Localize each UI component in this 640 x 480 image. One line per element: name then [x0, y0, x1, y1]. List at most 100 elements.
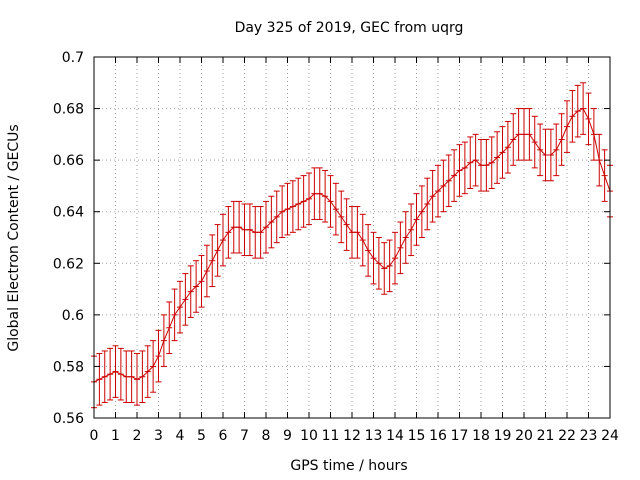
- x-tick-label: 2: [133, 428, 142, 444]
- error-bar-point: [370, 231, 377, 285]
- error-bar-point: [397, 221, 404, 275]
- error-bar-point: [187, 265, 194, 318]
- error-bar-point: [117, 347, 124, 401]
- error-bar-point: [263, 200, 269, 254]
- x-tick-label: 9: [283, 428, 292, 444]
- error-bar-point: [214, 224, 221, 277]
- error-bar-point: [574, 84, 581, 138]
- error-bar-point: [526, 108, 533, 161]
- error-bar-point: [445, 154, 452, 208]
- x-tick-label: 16: [429, 428, 447, 444]
- x-tick-label: 23: [580, 428, 598, 444]
- error-bar-point: [198, 255, 205, 308]
- error-bar-point: [279, 185, 286, 238]
- chart-title: Day 325 of 2019, GEC from uqrg: [235, 20, 464, 36]
- error-bar-point: [241, 203, 248, 257]
- error-bar-point: [182, 273, 189, 326]
- error-bar-point: [322, 169, 329, 223]
- error-bar-point: [349, 206, 355, 259]
- x-axis-title: GPS time / hours: [290, 458, 407, 474]
- error-bar-point: [510, 113, 517, 166]
- error-bar-point: [123, 350, 130, 404]
- y-tick-label: 0.68: [53, 102, 84, 118]
- y-tick-label: 0.62: [53, 256, 84, 272]
- error-bar-point: [483, 139, 490, 192]
- x-tick-label: 19: [494, 428, 512, 444]
- error-bar-point: [246, 203, 253, 257]
- error-bar-point: [209, 234, 216, 287]
- error-bar-point: [295, 177, 302, 231]
- y-tick-labels: 0.56 0.58 0.6 0.62 0.64 0.66 0.68 0.7: [53, 50, 84, 427]
- error-bar-point: [590, 108, 597, 161]
- error-bar-point: [596, 133, 603, 187]
- error-bar-point: [230, 200, 237, 254]
- error-bar-point: [220, 213, 226, 267]
- error-bar-point: [338, 190, 345, 244]
- x-tick-label: 10: [300, 428, 318, 444]
- axis-ticks: [93, 56, 611, 419]
- error-bar-point: [515, 108, 522, 161]
- x-tick-label: 8: [262, 428, 271, 444]
- error-bar-point: [150, 340, 157, 393]
- y-tick-label: 0.56: [53, 411, 84, 427]
- error-bar-point: [166, 301, 173, 355]
- x-tick-label: 17: [451, 428, 469, 444]
- error-bar-point: [289, 180, 296, 233]
- error-bar-point: [558, 113, 565, 166]
- x-tick-label: 6: [219, 428, 228, 444]
- error-bar-point: [375, 237, 382, 290]
- error-bar-point: [494, 131, 501, 184]
- error-bar-point: [107, 347, 114, 401]
- x-tick-label: 15: [408, 428, 426, 444]
- error-bar-point: [300, 175, 307, 228]
- x-tick-label: 12: [343, 428, 361, 444]
- error-bar-point: [553, 123, 560, 177]
- error-bar-point: [392, 231, 398, 285]
- error-bar-point: [424, 177, 431, 231]
- error-bar-point: [585, 92, 592, 146]
- error-bar-point: [547, 128, 554, 182]
- error-bar-point: [225, 206, 232, 259]
- x-tick-label: 18: [472, 428, 490, 444]
- error-bar-point: [311, 167, 318, 220]
- error-bar-point: [177, 280, 183, 334]
- error-bar-point: [316, 167, 323, 220]
- error-bar-point: [134, 353, 140, 406]
- error-bar-point: [139, 350, 146, 404]
- error-bar-point: [418, 185, 425, 238]
- error-bar-point: [354, 206, 361, 259]
- error-bar-point: [413, 193, 420, 246]
- error-bar-point: [203, 244, 210, 298]
- error-bar-point: [112, 345, 119, 398]
- y-axis-title: Global Electron Content / GECUs: [6, 124, 22, 351]
- error-bar-point: [537, 123, 544, 177]
- x-tick-label: 21: [537, 428, 555, 444]
- error-bar-point: [257, 206, 264, 259]
- error-bar-point: [365, 224, 372, 277]
- error-bar-point: [580, 82, 587, 135]
- error-bar-point: [343, 198, 350, 251]
- error-bar-point: [542, 128, 549, 182]
- error-bar-point: [386, 239, 393, 293]
- y-tick-label: 0.66: [53, 153, 84, 169]
- error-bar-point: [429, 169, 436, 223]
- error-bar-point: [408, 203, 415, 257]
- error-bar-point: [499, 126, 506, 179]
- x-tick-label: 0: [90, 428, 99, 444]
- y-tick-label: 0.64: [53, 205, 84, 221]
- error-bar-point: [128, 350, 135, 404]
- x-tick-label: 24: [601, 428, 619, 444]
- error-bar-point: [488, 136, 495, 190]
- error-bar-point: [461, 141, 468, 195]
- x-tick-labels: 0 1 2 3 4 5 6 7 8 9 10 11 12 13 14 15 16 17 18 19 20 21 22 23 24: [90, 428, 619, 444]
- error-bar-point: [521, 108, 527, 161]
- x-tick-label: 13: [365, 428, 383, 444]
- error-bar-point: [472, 133, 479, 187]
- y-tick-label: 0.58: [53, 359, 84, 375]
- error-bar-point: [306, 172, 312, 226]
- error-bar-point: [569, 90, 576, 143]
- x-tick-label: 3: [154, 428, 163, 444]
- error-bar-point: [193, 260, 200, 313]
- error-bar-point: [359, 213, 366, 267]
